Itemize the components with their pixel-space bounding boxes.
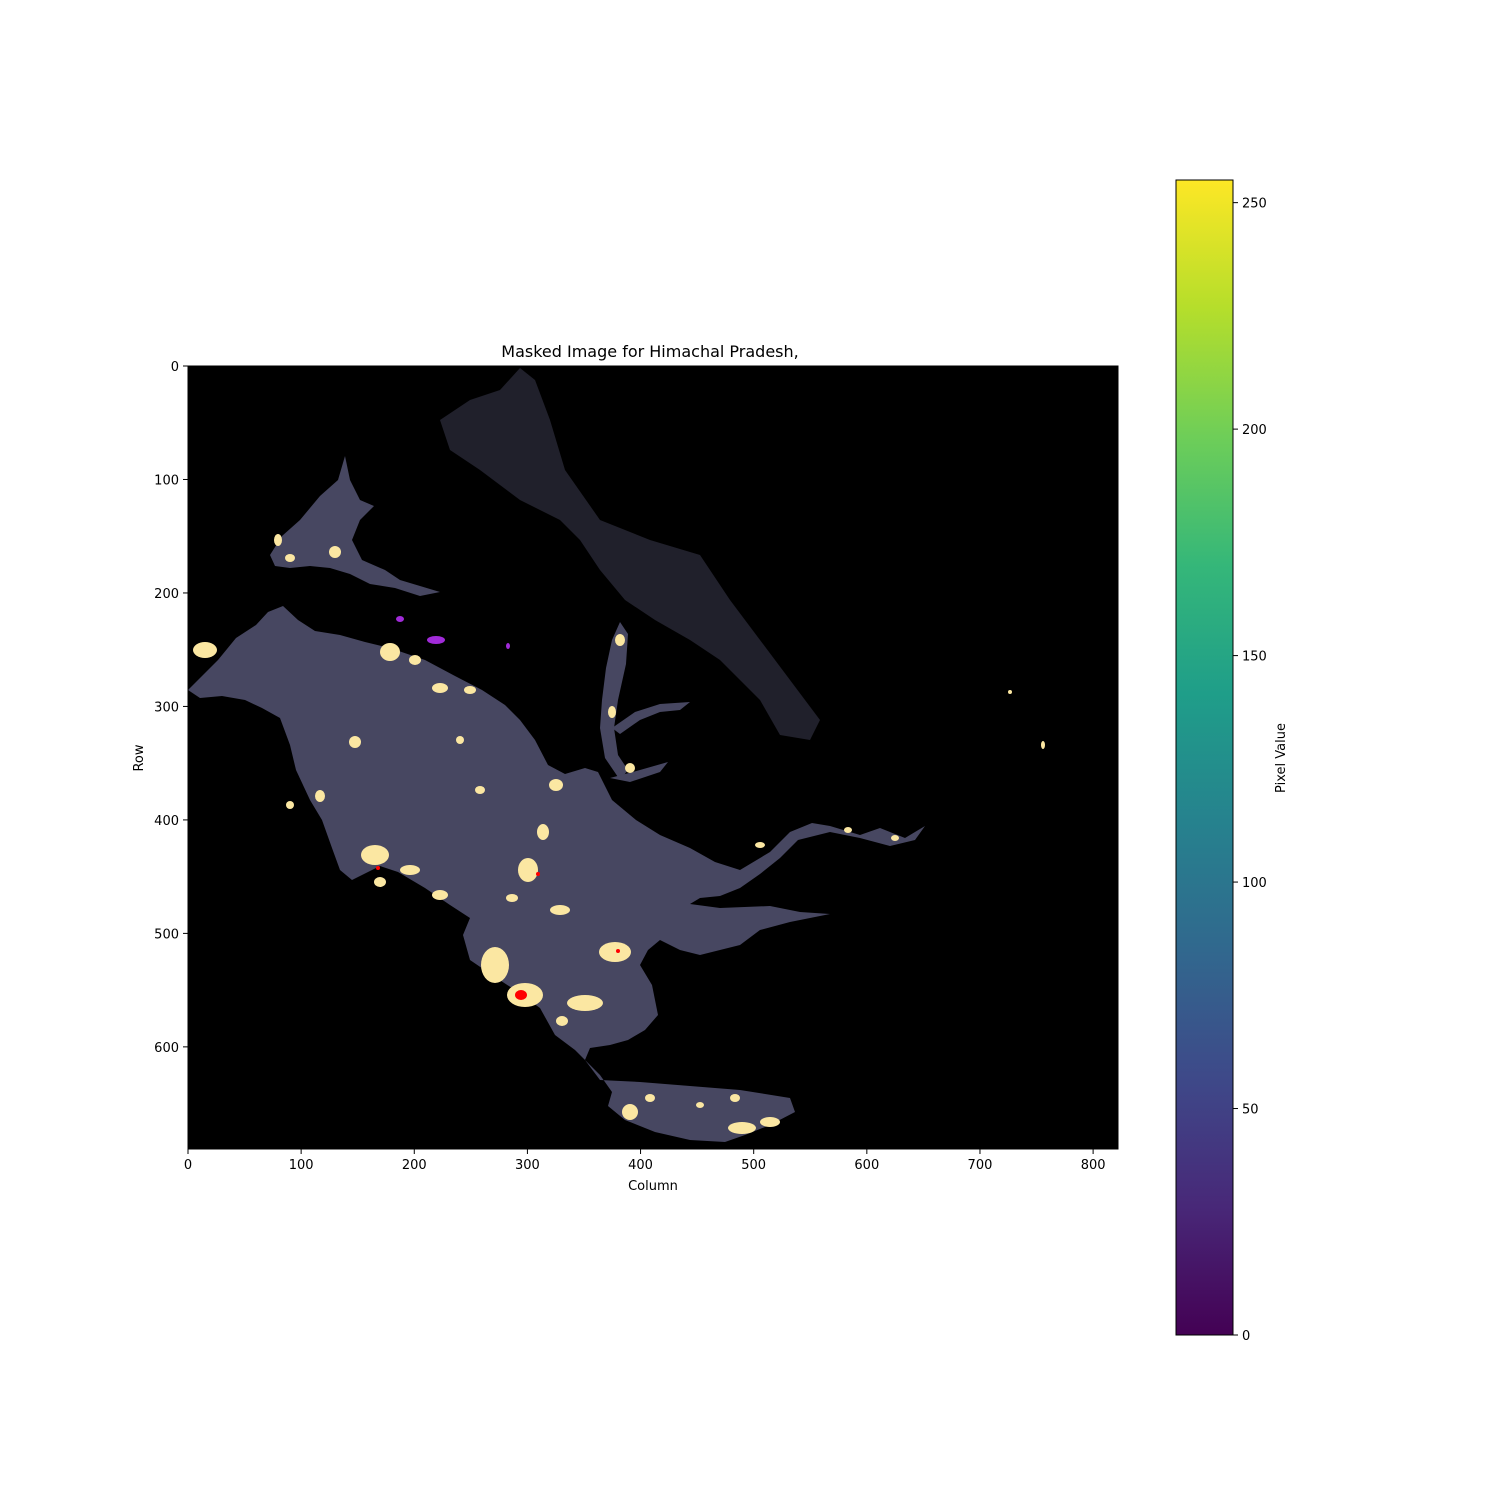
x-tick-label: 500 xyxy=(741,1158,766,1173)
colorbar-label: Pixel Value xyxy=(1274,723,1289,793)
urban-patches xyxy=(193,534,1045,1134)
colorbar-ticks: 0 50 100 150 200 250 xyxy=(1233,197,1267,1344)
colorbar-tick-label: 100 xyxy=(1242,876,1267,891)
north-tributary xyxy=(600,622,628,780)
colorbar xyxy=(1175,179,1234,1336)
y-tick-label: 100 xyxy=(154,473,179,488)
north-branch xyxy=(612,702,690,734)
northwest-arm xyxy=(270,456,440,596)
masked-region-map xyxy=(188,368,1045,1142)
main-region-mass xyxy=(188,606,925,1142)
sparse-north-cluster xyxy=(440,368,820,740)
y-tick-label: 600 xyxy=(154,1041,179,1056)
x-tick-label: 800 xyxy=(1081,1158,1106,1173)
x-tick-label: 200 xyxy=(402,1158,427,1173)
y-tick-label: 300 xyxy=(154,700,179,715)
x-tick-label: 700 xyxy=(968,1158,993,1173)
x-tick-label: 300 xyxy=(515,1158,540,1173)
chart-title: Masked Image for Himachal Pradesh, xyxy=(501,342,798,361)
x-tick-label: 600 xyxy=(854,1158,879,1173)
x-tick-label: 0 xyxy=(184,1158,192,1173)
y-tick-label: 500 xyxy=(154,927,179,942)
colorbar-tick-label: 50 xyxy=(1242,1103,1259,1118)
y-tick-label: 0 xyxy=(171,360,179,375)
y-axis-label: Row xyxy=(132,744,147,771)
colorbar-tick-label: 0 xyxy=(1242,1329,1250,1344)
x-axis-label: Column xyxy=(628,1179,678,1194)
east-branch xyxy=(610,762,668,782)
y-axis-ticks: 0 100 200 300 400 500 600 xyxy=(154,360,188,1056)
x-tick-label: 100 xyxy=(289,1158,314,1173)
x-tick-label: 400 xyxy=(628,1158,653,1173)
colorbar-tick-label: 250 xyxy=(1242,197,1267,212)
high-value-patches xyxy=(376,866,620,1000)
plot-frame xyxy=(187,365,1119,1150)
x-axis-ticks: 0 100 200 300 400 500 600 700 800 xyxy=(184,1149,1106,1173)
colorbar-tick-label: 150 xyxy=(1242,650,1267,665)
colorbar-tick-label: 200 xyxy=(1242,423,1267,438)
purple-patches xyxy=(396,616,510,649)
y-tick-label: 200 xyxy=(154,587,179,602)
y-tick-label: 400 xyxy=(154,814,179,829)
